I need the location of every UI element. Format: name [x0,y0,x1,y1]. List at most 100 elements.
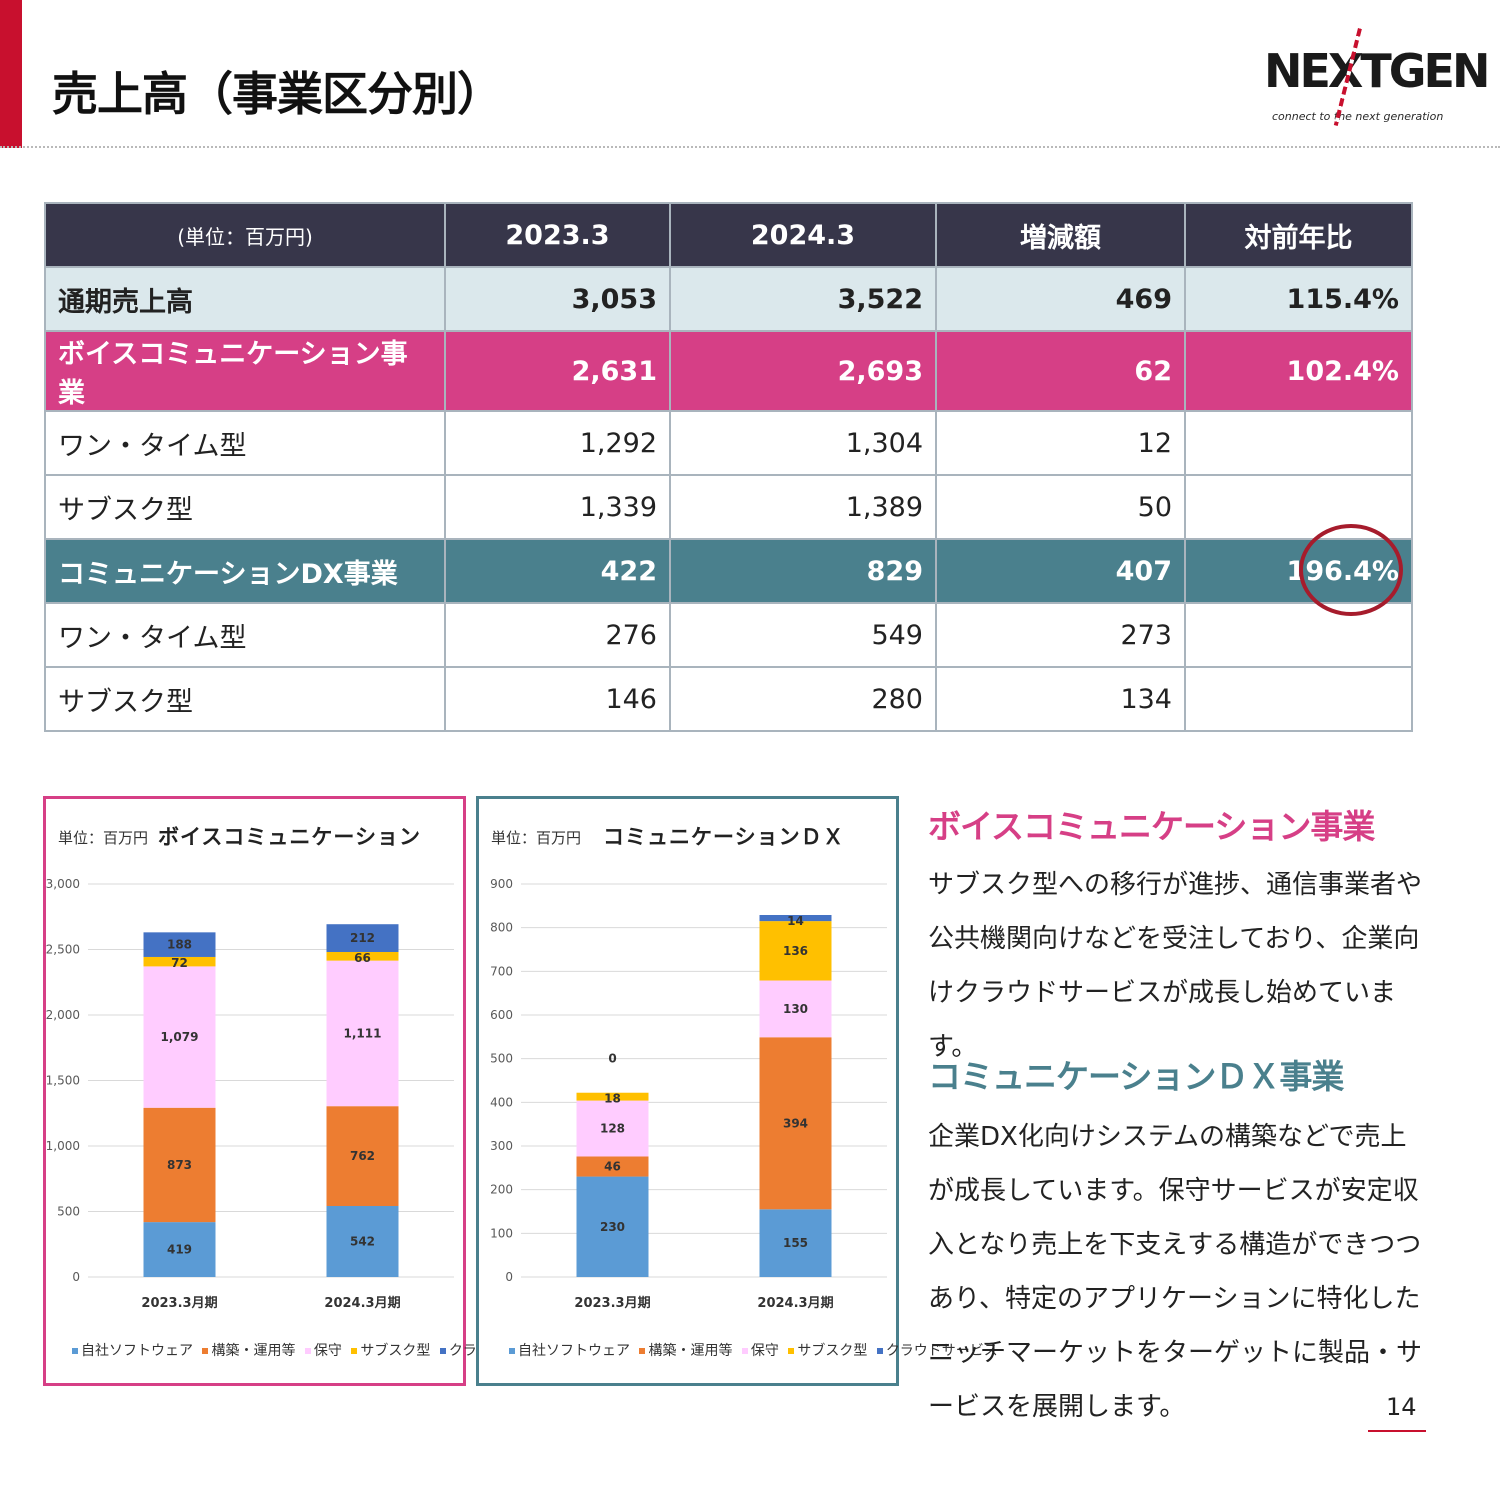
table-cell [1184,602,1413,668]
y-tick-label: 2,000 [46,1008,80,1022]
bar-segment [576,1100,649,1157]
chart-unit-label: 単位：百万円 [491,829,582,847]
title-accent-bar [0,0,22,148]
row-label: ボイスコミュニケーション事業 [44,330,446,412]
x-tick-label: 2023.3月期 [574,1296,650,1311]
legend-swatch [304,1348,311,1354]
data-label: 230 [600,1220,625,1234]
chart-unit-label: 単位：百万円 [58,829,149,847]
y-tick-label: 100 [490,1226,513,1240]
voice-section-body: サブスク型への移行が進捗、通信事業者や公共機関向けなどを受注しており、企業向けク… [928,870,1423,1062]
bar-segment [143,932,216,957]
legend-item: サブスク型 [788,1340,867,1360]
table-cell: 102.4% [1184,330,1413,412]
logo-tagline: connect to the next generation [1272,110,1444,123]
bar-segment [759,980,832,1038]
data-label: 0 [608,1052,616,1066]
table-cell: 273 [935,602,1186,668]
table-cell: 1,339 [444,474,671,540]
data-label: 873 [167,1158,192,1172]
table-row: ワン・タイム型 276 549 273 [44,602,1413,668]
y-tick-label: 0 [505,1270,513,1284]
data-label: 188 [167,938,192,952]
bar-segment [759,1037,832,1210]
legend-swatch [351,1348,358,1354]
legend-swatch [876,1348,883,1354]
data-label: 130 [783,1002,808,1016]
table-cell: 276 [444,602,671,668]
row-label: サブスク型 [44,474,446,540]
highlight-circle [1299,524,1403,616]
row-label: ワン・タイム型 [44,410,446,476]
row-label: 通期売上高 [44,266,446,332]
dx-stacked-bar-chart: 0 100 200 300 400 500 600 700 800 900 230 46 128 18 0 2… [490,877,887,1311]
table-row: ワン・タイム型 1,292 1,304 12 [44,410,1413,476]
title-divider [0,146,1500,148]
legend-swatch [788,1348,795,1354]
legend-item: 保守 [741,1340,779,1360]
table-cell: 3,522 [669,266,937,332]
legend-item: 自社ソフトウェア [72,1340,193,1360]
bar-segment [759,1209,832,1277]
table-cell: 134 [935,666,1186,732]
y-tick-label: 1,500 [46,1074,80,1088]
y-tick-label: 2,500 [46,943,80,957]
bar-segment [143,966,216,1108]
voice-section-heading: ボイスコミュニケーション事業 [928,807,1375,846]
table-cell: 549 [669,602,937,668]
y-tick-label: 900 [490,877,513,891]
x-tick-label: 2024.3月期 [324,1296,400,1311]
logo-wordmark: NEXTGEN [1264,44,1490,98]
bar-segment [576,1176,649,1277]
data-label: 212 [350,931,375,945]
chart-legend: 自社ソフトウェア 構築・運用等 保守 サブスク型 クラウドサービス [509,1340,1003,1360]
chart-title: ボイスコミュニケーション [158,825,421,849]
table-cell [1184,666,1413,732]
data-label: 18 [604,1092,621,1106]
column-header: 2024.3 [669,202,937,268]
table-cell: 3,053 [444,266,671,332]
legend-label: 構築・運用等 [648,1343,733,1359]
legend-item: 保守 [304,1340,342,1360]
legend-item: サブスク型 [351,1340,430,1360]
column-header: 2023.3 [444,202,671,268]
sales-table: (単位：百万円) 2023.3 2024.3 増減額 対前年比 通期売上高 3,… [44,202,1413,732]
highlighted-cell: 196.4% [1184,524,1413,616]
legend-item: 構築・運用等 [202,1340,295,1360]
legend-label: 保守 [313,1343,342,1359]
bar-segment [143,1222,216,1277]
data-label: 136 [783,944,808,958]
table-cell: 2,631 [444,330,671,412]
data-label: 46 [604,1160,621,1174]
y-tick-label: 0 [72,1270,80,1284]
bar-segment [326,924,399,952]
y-tick-label: 1,000 [46,1139,80,1153]
legend-label: 自社ソフトウェア [81,1343,193,1359]
data-label: 155 [783,1236,808,1250]
legend-swatch [639,1348,646,1354]
legend-swatch [202,1348,209,1354]
dx-section-heading: コミュニケーションＤＸ事業 [928,1057,1344,1096]
company-logo: NEXTGEN connect to the next generation [1262,30,1490,130]
page-number-underline [1368,1430,1426,1432]
legend-label: クラウドサービス [885,1343,998,1359]
table-cell: 422 [444,538,671,604]
y-tick-label: 800 [490,921,513,935]
voice-chart-panel: 0 500 1,000 1,500 2,000 2,500 3,000 419 873 1,079… [43,796,561,1386]
legend-label: サブスク型 [797,1343,868,1359]
data-label: 1,079 [161,1030,199,1044]
bar-segment [576,1156,649,1177]
row-label: コミュニケーションDX事業 [44,538,446,604]
table-cell: 829 [669,538,937,604]
legend-item: クラウドサービス [876,1340,998,1360]
page-title: 売上高（事業区分別） [52,67,503,121]
table-cell: 1,389 [669,474,937,540]
table-cell: 1,304 [669,410,937,476]
y-tick-label: 200 [490,1183,513,1197]
legend-label: 自社ソフトウェア [518,1343,630,1359]
y-tick-label: 500 [57,1205,80,1219]
legend-item: 構築・運用等 [639,1340,732,1360]
table-row-dx: コミュニケーションDX事業 422 829 407 196.4% [44,524,1413,616]
column-header: 増減額 [935,202,1186,268]
table-cell: 1,292 [444,410,671,476]
